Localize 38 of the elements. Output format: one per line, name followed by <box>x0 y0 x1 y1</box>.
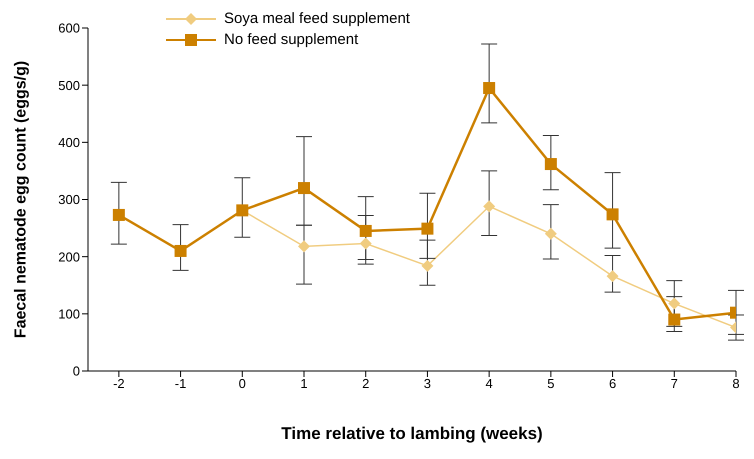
x-tick-label: 4 <box>486 376 493 392</box>
point <box>298 182 310 194</box>
y-tick-label: 300 <box>58 192 80 208</box>
y-tick-label: 600 <box>58 20 80 36</box>
x-tick-label: 8 <box>732 376 740 392</box>
y-tick-label: 0 <box>72 364 80 379</box>
point <box>483 200 496 212</box>
x-tick-label: 6 <box>608 376 616 392</box>
point <box>483 82 496 94</box>
y-tick-label: 400 <box>58 134 80 150</box>
x-tick-label: 5 <box>547 376 554 392</box>
legend-label: No feed supplement <box>224 30 358 50</box>
point <box>298 240 310 252</box>
point <box>668 314 680 326</box>
point <box>112 208 125 221</box>
x-tick-label: 0 <box>238 376 246 392</box>
point <box>360 238 372 250</box>
point <box>360 224 372 237</box>
x-tick-label: -2 <box>113 376 125 392</box>
x-tick-label: -1 <box>174 376 186 392</box>
point <box>668 298 680 310</box>
y-tick-label: 100 <box>58 306 80 322</box>
point <box>606 270 619 282</box>
x-tick-label: 1 <box>300 376 308 392</box>
x-axis-title: Time relative to lambing (weeks) <box>281 424 543 443</box>
y-tick-label: 500 <box>58 78 80 93</box>
point <box>174 244 187 257</box>
x-tick-label: 2 <box>362 376 370 392</box>
legend-label: Soya meal feed supplement <box>224 9 410 29</box>
point <box>421 260 434 272</box>
point <box>606 208 619 220</box>
point <box>544 228 557 240</box>
point <box>544 158 557 170</box>
x-tick-label: 3 <box>424 376 432 392</box>
point <box>421 222 434 235</box>
x-tick-label: 7 <box>670 376 678 392</box>
y-tick-label: 200 <box>58 249 80 264</box>
y-axis-title: Faecal nematode egg count (eggs/g) <box>12 60 30 338</box>
